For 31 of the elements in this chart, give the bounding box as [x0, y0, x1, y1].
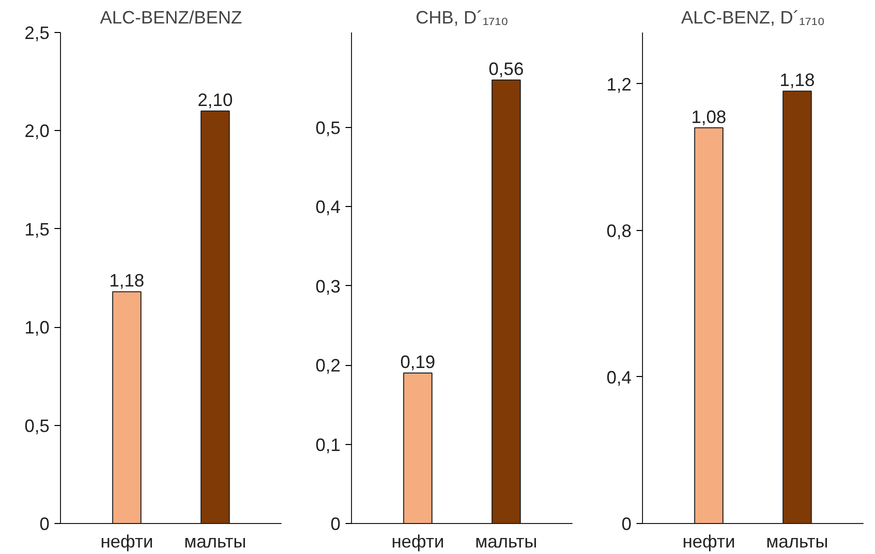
y-tick-label: 0 — [330, 514, 341, 534]
data-label: 1,08 — [691, 106, 726, 127]
data-label: 0,56 — [488, 59, 524, 80]
y-tick-label: 0,4 — [606, 367, 632, 388]
chart-title: ALC-BENZ/BENZ — [100, 8, 242, 28]
y-tick-label: 0,1 — [315, 434, 341, 455]
y-tick-label: 0,5 — [315, 118, 341, 138]
data-label: 1,18 — [109, 270, 144, 291]
data-label: 0,19 — [400, 352, 436, 372]
y-tick-label: 2,0 — [24, 121, 50, 142]
y-tick-label: 0 — [39, 514, 50, 534]
y-tick-label: 1,5 — [24, 219, 50, 240]
y-tick-label: 0,2 — [315, 356, 341, 376]
x-tick-label: мальты — [184, 532, 246, 552]
y-tick-label: 0,5 — [24, 416, 50, 436]
chart-title: CHB, D´₁₇₁₀ — [416, 8, 508, 28]
chart-title: ALC-BENZ, D´₁₇₁₀ — [681, 8, 825, 28]
y-tick-label: 0,8 — [606, 220, 632, 241]
x-tick-label: нефти — [682, 532, 736, 552]
x-tick-label: нефти — [100, 532, 154, 552]
data-label: 1,18 — [780, 70, 815, 90]
y-tick-label: 1,2 — [606, 74, 632, 94]
data-label: 2,10 — [198, 90, 233, 110]
y-tick-label: 0,3 — [315, 276, 341, 296]
y-tick-label: 1,0 — [24, 318, 50, 338]
y-tick-label: 2,5 — [24, 23, 50, 43]
y-tick-label: 0 — [621, 514, 632, 534]
y-tick-label: 0,4 — [315, 197, 341, 218]
x-tick-label: мальты — [475, 532, 538, 552]
x-tick-label: нефти — [391, 532, 444, 552]
x-tick-label: мальты — [766, 532, 828, 552]
